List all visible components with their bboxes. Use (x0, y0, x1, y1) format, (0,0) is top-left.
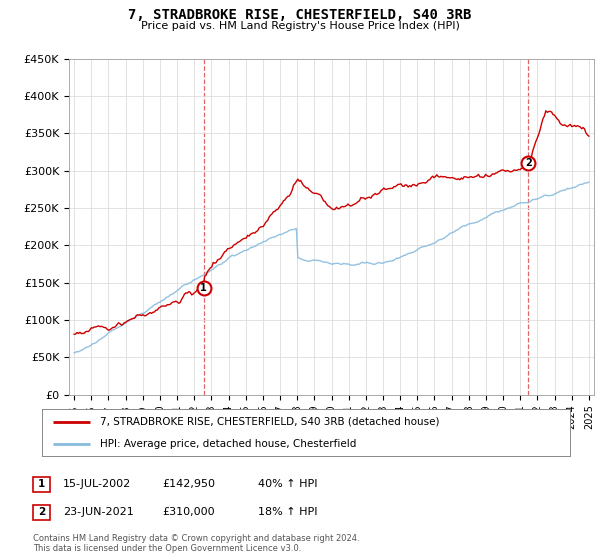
Text: £142,950: £142,950 (162, 479, 215, 489)
Text: 7, STRADBROKE RISE, CHESTERFIELD, S40 3RB (detached house): 7, STRADBROKE RISE, CHESTERFIELD, S40 3R… (100, 417, 440, 427)
Text: HPI: Average price, detached house, Chesterfield: HPI: Average price, detached house, Ches… (100, 438, 356, 449)
Text: 1: 1 (38, 479, 45, 489)
Text: 1: 1 (200, 283, 207, 293)
Text: 15-JUL-2002: 15-JUL-2002 (63, 479, 131, 489)
Text: 23-JUN-2021: 23-JUN-2021 (63, 507, 134, 517)
Text: Price paid vs. HM Land Registry's House Price Index (HPI): Price paid vs. HM Land Registry's House … (140, 21, 460, 31)
Text: 18% ↑ HPI: 18% ↑ HPI (258, 507, 317, 517)
Text: 2: 2 (38, 507, 45, 517)
Text: 2: 2 (525, 158, 532, 169)
Text: 7, STRADBROKE RISE, CHESTERFIELD, S40 3RB: 7, STRADBROKE RISE, CHESTERFIELD, S40 3R… (128, 8, 472, 22)
Text: £310,000: £310,000 (162, 507, 215, 517)
Text: 40% ↑ HPI: 40% ↑ HPI (258, 479, 317, 489)
Text: Contains HM Land Registry data © Crown copyright and database right 2024.
This d: Contains HM Land Registry data © Crown c… (33, 534, 359, 553)
